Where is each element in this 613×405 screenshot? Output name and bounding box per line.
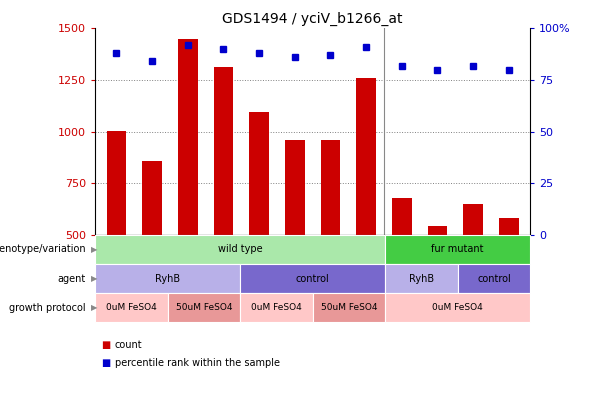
Text: wild type: wild type [218, 245, 262, 254]
Bar [392, 198, 411, 235]
Bar [142, 161, 162, 235]
Text: 50uM FeSO4: 50uM FeSO4 [321, 303, 377, 312]
Text: growth protocol: growth protocol [9, 303, 86, 313]
Bar [321, 140, 340, 235]
Text: 0uM FeSO4: 0uM FeSO4 [106, 303, 157, 312]
Bar [107, 130, 126, 235]
Text: genotype/variation: genotype/variation [0, 245, 86, 254]
Text: fur mutant: fur mutant [432, 245, 484, 254]
Bar [178, 39, 197, 235]
Text: ■: ■ [101, 340, 110, 350]
Text: count: count [115, 340, 142, 350]
Bar [285, 140, 305, 235]
Text: agent: agent [58, 274, 86, 284]
Title: GDS1494 / yciV_b1266_at: GDS1494 / yciV_b1266_at [223, 12, 403, 26]
Text: RyhB: RyhB [155, 274, 180, 284]
Text: RyhB: RyhB [409, 274, 434, 284]
Text: ▶: ▶ [91, 245, 97, 254]
Bar [428, 226, 447, 235]
Bar [356, 78, 376, 235]
Text: percentile rank within the sample: percentile rank within the sample [115, 358, 280, 368]
Bar [214, 66, 234, 235]
Text: control: control [477, 274, 511, 284]
Bar [499, 218, 519, 235]
Text: ■: ■ [101, 358, 110, 368]
Text: 0uM FeSO4: 0uM FeSO4 [251, 303, 302, 312]
Bar [463, 204, 483, 235]
Text: control: control [295, 274, 330, 284]
Text: ▶: ▶ [91, 303, 97, 312]
Bar [249, 112, 269, 235]
Text: 50uM FeSO4: 50uM FeSO4 [175, 303, 232, 312]
Text: 0uM FeSO4: 0uM FeSO4 [432, 303, 483, 312]
Text: ▶: ▶ [91, 274, 97, 283]
